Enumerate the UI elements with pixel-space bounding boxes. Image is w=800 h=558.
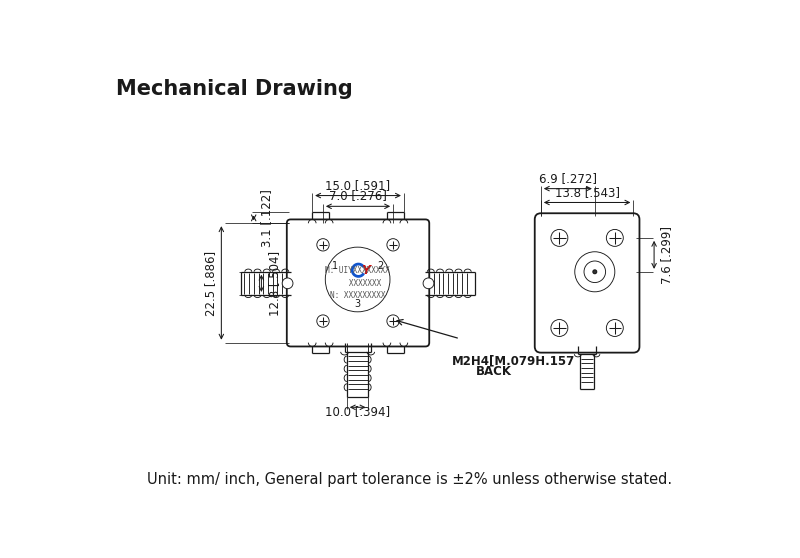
Text: 6.9 [.272]: 6.9 [.272] [539, 172, 597, 185]
Text: Y: Y [361, 264, 370, 277]
Circle shape [387, 239, 399, 251]
Circle shape [282, 278, 293, 288]
Text: 1: 1 [331, 261, 338, 271]
FancyBboxPatch shape [534, 213, 639, 353]
Text: M2H4[M.079H.157: M2H4[M.079H.157 [452, 354, 576, 367]
Text: 7.0 [.276]: 7.0 [.276] [329, 190, 387, 203]
Text: 3.1 [.122]: 3.1 [.122] [260, 189, 273, 247]
Circle shape [606, 320, 623, 336]
Text: 13.8 [.543]: 13.8 [.543] [554, 186, 620, 199]
Text: BACK: BACK [475, 365, 511, 378]
Text: M: UIYXXXXXXXX
   XXXXXXX
N: XXXXXXXXX: M: UIYXXXXXXXX XXXXXXX N: XXXXXXXXX [326, 266, 390, 300]
Text: Unit: mm/ inch, General part tolerance is ±2% unless otherwise stated.: Unit: mm/ inch, General part tolerance i… [147, 473, 673, 487]
Text: 10.0 [.394]: 10.0 [.394] [325, 405, 390, 418]
Circle shape [423, 278, 434, 288]
Text: 12.8 [.504]: 12.8 [.504] [267, 251, 281, 316]
Text: 22.5 [.886]: 22.5 [.886] [205, 251, 218, 315]
Circle shape [317, 315, 329, 327]
Circle shape [593, 270, 597, 274]
Circle shape [317, 239, 329, 251]
Text: Mechanical Drawing: Mechanical Drawing [116, 79, 353, 99]
Text: 7.6 [.299]: 7.6 [.299] [660, 226, 674, 284]
Circle shape [606, 229, 623, 247]
Circle shape [574, 252, 615, 292]
Circle shape [551, 229, 568, 247]
Text: 2: 2 [378, 261, 384, 271]
Circle shape [326, 247, 390, 312]
Circle shape [551, 320, 568, 336]
Circle shape [387, 315, 399, 327]
Text: 15.0 [.591]: 15.0 [.591] [326, 179, 390, 192]
Text: 3: 3 [354, 299, 361, 309]
FancyBboxPatch shape [287, 219, 430, 347]
Circle shape [584, 261, 606, 282]
